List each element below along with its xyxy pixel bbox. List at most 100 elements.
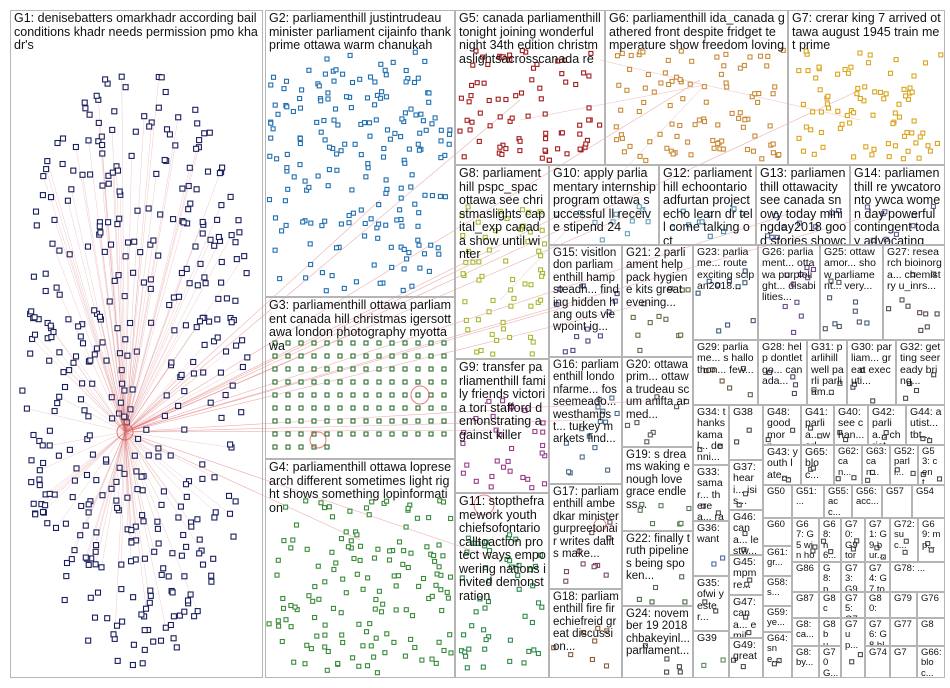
vertex-node — [312, 584, 318, 590]
cluster-g19: G19: s dreams waking enough love grace e… — [622, 447, 693, 531]
vertex-node — [194, 608, 201, 615]
vertex-node — [330, 605, 337, 611]
vertex-node — [348, 105, 354, 111]
highlight-circle — [116, 423, 134, 441]
vertex-node — [596, 396, 602, 402]
vertex-node — [784, 272, 790, 278]
vertex-node — [568, 652, 574, 658]
inter-cluster-edge — [499, 84, 706, 301]
vertex-node — [283, 617, 289, 623]
vertex-node — [285, 353, 291, 359]
intra-cluster-edge — [112, 172, 126, 433]
vertex-node — [225, 492, 233, 499]
vertex-node — [759, 156, 765, 162]
vertex-node — [856, 319, 862, 325]
vertex-node — [23, 405, 30, 412]
vertex-node — [409, 283, 415, 289]
vertex-node — [805, 68, 811, 74]
vertex-node — [837, 429, 843, 436]
vertex-node — [403, 67, 409, 74]
intra-cluster-edge — [124, 395, 167, 433]
vertex-node — [428, 418, 434, 424]
vertex-node — [331, 78, 337, 84]
vertex-node — [457, 128, 463, 134]
vertex-node — [59, 160, 66, 168]
vertex-node — [147, 241, 154, 248]
vertex-node — [636, 108, 642, 115]
vertex-node — [363, 418, 369, 424]
vertex-node — [905, 96, 912, 102]
vertex-node — [109, 169, 116, 176]
cluster-g76: G76: G8 bloc... — [865, 618, 890, 646]
vertex-node — [206, 318, 213, 325]
vertex-node — [268, 120, 274, 126]
vertex-node — [885, 141, 891, 147]
vertex-node — [376, 340, 382, 346]
vertex-node — [441, 431, 447, 437]
cluster-label: G1: denisebatters omarkhadr according ba… — [14, 11, 258, 52]
vertex-node — [591, 564, 597, 570]
vertex-node — [87, 357, 94, 364]
vertex-node — [652, 584, 659, 591]
vertex-node — [350, 353, 356, 359]
vertex-node — [832, 321, 838, 327]
vertex-node — [486, 97, 492, 104]
vertex-node — [699, 219, 705, 225]
vertex-node — [341, 285, 347, 291]
vertex-node — [415, 418, 421, 424]
intra-cluster-edge — [124, 321, 201, 433]
intra-cluster-edge — [95, 431, 126, 565]
vertex-node — [518, 226, 524, 233]
vertex-node — [489, 473, 495, 480]
cluster-g57: G57 — [882, 485, 912, 518]
vertex-node — [266, 197, 273, 203]
cluster-g11: G11: stoptheframework youth chiefsofonta… — [455, 493, 549, 678]
vertex-node — [791, 390, 797, 397]
vertex-node — [461, 154, 467, 160]
vertex-node — [113, 478, 120, 485]
cluster-label: G71: G9 bur... — [869, 519, 887, 561]
cluster-g32: G32: getting seeready bring... — [896, 340, 945, 405]
vertex-node — [44, 158, 51, 165]
vertex-node — [297, 162, 303, 168]
vertex-node — [42, 270, 49, 277]
cluster-label: G76 — [921, 593, 939, 604]
vertex-node — [402, 418, 408, 424]
vertex-node — [835, 108, 841, 114]
vertex-node — [603, 419, 609, 425]
vertex-node — [460, 470, 466, 476]
vertex-node — [199, 561, 207, 568]
vertex-node — [36, 467, 43, 474]
vertex-node — [528, 567, 534, 573]
vertex-node — [636, 596, 642, 602]
vertex-node — [740, 211, 746, 217]
vertex-node — [711, 561, 717, 567]
vertex-node — [669, 121, 675, 127]
vertex-node — [541, 481, 548, 487]
vertex-node — [116, 188, 123, 195]
vertex-node — [322, 218, 328, 224]
vertex-node — [522, 281, 528, 287]
vertex-node — [214, 334, 221, 341]
vertex-node — [539, 604, 545, 610]
vertex-node — [441, 379, 447, 385]
vertex-node — [272, 353, 278, 359]
vertex-node — [324, 340, 330, 346]
vertex-node — [509, 445, 515, 452]
vertex-node — [338, 610, 344, 616]
vertex-node — [827, 295, 833, 301]
vertex-node — [563, 578, 569, 584]
vertex-node — [297, 140, 303, 147]
cluster-g21: G21: 2 parliament help pack hygiene kits… — [622, 245, 693, 357]
vertex-node — [275, 557, 281, 563]
vertex-node — [241, 253, 248, 260]
cluster-g89: G70 G... — [819, 646, 841, 678]
vertex-node — [887, 70, 894, 76]
cluster-g36: G36: want — [693, 521, 729, 576]
vertex-node — [475, 219, 481, 225]
vertex-node — [113, 497, 120, 504]
vertex-node — [647, 432, 653, 438]
vertex-node — [428, 405, 434, 411]
vertex-node — [810, 109, 816, 115]
vertex-node — [39, 508, 47, 516]
